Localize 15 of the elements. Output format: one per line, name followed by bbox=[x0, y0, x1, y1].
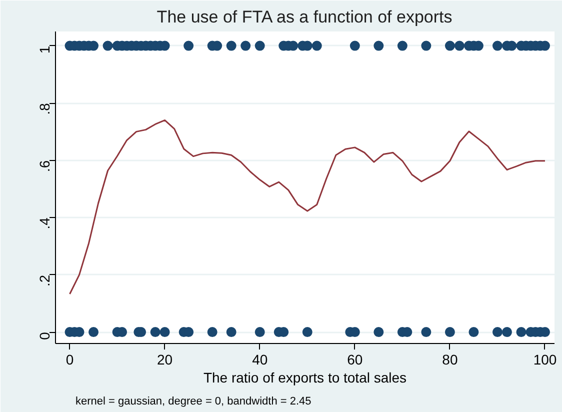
x-tick-label: 40 bbox=[252, 352, 268, 368]
x-tick-label: 0 bbox=[66, 352, 74, 368]
x-axis-title: The ratio of exports to total sales bbox=[203, 370, 407, 386]
y-tick-label: .4 bbox=[36, 217, 52, 230]
x-tick-label: 80 bbox=[442, 352, 458, 368]
x-tick-label: 20 bbox=[157, 352, 173, 368]
y-tick-label: .6 bbox=[36, 160, 52, 172]
x-tick-label: 60 bbox=[347, 352, 363, 368]
text: kernel = gaussian, degree = 0, bandwidth = 2.45 bbox=[76, 396, 312, 408]
y-tick-label: 0 bbox=[36, 332, 52, 340]
y-tick-label: .8 bbox=[36, 102, 52, 115]
chart-title: The use of FTA as a function of exports bbox=[156, 8, 452, 26]
y-tick-label: 1 bbox=[36, 46, 52, 54]
y-tick-label: .2 bbox=[36, 274, 52, 286]
x-tick-label: 100 bbox=[533, 352, 557, 368]
